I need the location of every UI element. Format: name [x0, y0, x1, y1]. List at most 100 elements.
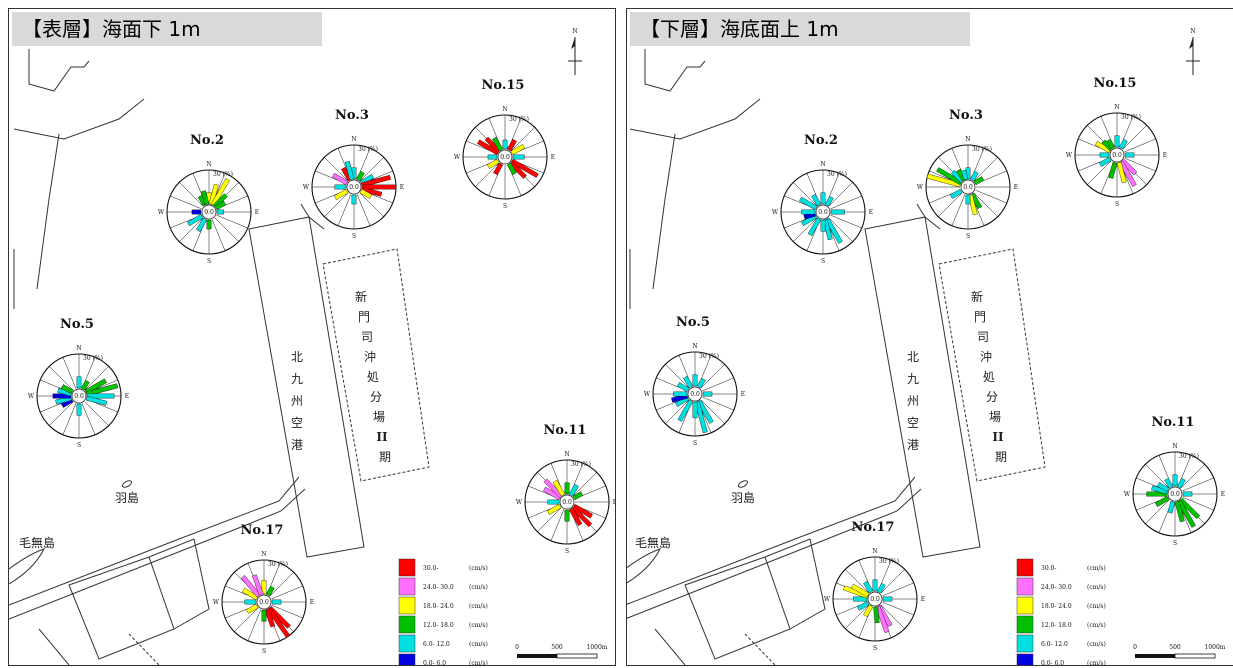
rose-petal: [1167, 500, 1176, 514]
current-rose-no17: No.17 0.0 N S E W 30 (%): [213, 523, 314, 655]
airport-north-tip: [916, 203, 941, 230]
north-arrow-icon: N: [1186, 28, 1200, 75]
habu-island-shape: [737, 480, 749, 488]
rose-label-s: S: [503, 203, 507, 210]
disposal-site-outline: [322, 248, 430, 482]
rose-petal: [543, 478, 564, 499]
rose-petal: [542, 486, 562, 501]
rose-spoke: [880, 604, 905, 629]
rose-label-w: W: [28, 393, 35, 400]
rose-label-w: W: [303, 184, 310, 191]
rose-spoke: [1182, 496, 1214, 511]
rose-spoke: [179, 182, 204, 207]
rose-spoke: [84, 401, 109, 426]
rose-petal: [1120, 158, 1138, 176]
legend-range: 24.0- 30.0: [1041, 584, 1072, 591]
rose-label-w: W: [644, 391, 651, 398]
disposal-label-char: 場: [989, 410, 1001, 424]
station-label: No.5: [60, 317, 94, 332]
rose-petal: [360, 174, 392, 188]
rose-label-n: N: [965, 136, 970, 143]
disposal-label-char: 沖: [364, 350, 376, 364]
rose-petal: [696, 377, 706, 389]
rose-petal: [973, 176, 985, 186]
rose-petal: [361, 184, 397, 190]
rose-petal: [261, 580, 267, 595]
legend-swatch: [398, 653, 416, 665]
station-label: No.11: [544, 423, 587, 438]
rose-petal: [265, 585, 275, 597]
rose-petal: [506, 162, 517, 176]
rose-spoke: [49, 401, 74, 426]
coastline-west-shore: [36, 133, 60, 290]
scale-bar-black: [517, 654, 557, 658]
rose-spoke: [702, 377, 734, 392]
rose-label-s: S: [565, 548, 569, 555]
station-label: No.15: [482, 78, 525, 93]
airport-label-char: 港: [907, 438, 919, 452]
rose-center: [559, 494, 575, 510]
rose-scale-label: 30 (%): [972, 146, 992, 153]
rose-spoke: [269, 572, 294, 597]
rose-petal: [1106, 138, 1116, 150]
rose-petal: [512, 154, 525, 160]
access-road-south: [627, 488, 922, 619]
rose-petal: [863, 580, 874, 594]
rose-scale-label: 30 (%): [213, 171, 233, 178]
rose-petal: [572, 503, 593, 519]
rose-petal: [572, 491, 584, 501]
rose-label-w: W: [824, 596, 831, 603]
north-arrow-letter: N: [1190, 28, 1195, 35]
airport-north-tip: [300, 203, 325, 230]
rose-petal: [547, 499, 560, 505]
rose-petal: [208, 183, 219, 206]
rose-spoke: [247, 609, 262, 641]
airport-island: [864, 216, 981, 558]
legend-swatch: [1016, 653, 1034, 665]
rose-scale-label: 30 (%): [879, 558, 899, 565]
disposal-label-char: 新: [971, 289, 983, 304]
rose-center-value: 0.0: [562, 499, 572, 506]
rose-label-e: E: [1221, 491, 1225, 498]
rose-label-n: N: [76, 345, 81, 352]
disposal-label-char: 分: [370, 390, 382, 404]
legend-unit: (cm/s): [469, 622, 488, 629]
rose-spoke: [830, 195, 862, 210]
boundary-dashed: [128, 633, 160, 665]
rose-petal: [60, 384, 74, 395]
rose-scale-label: 30 (%): [699, 353, 719, 360]
rose-petal: [856, 600, 870, 611]
habu-island-label: 羽島: [115, 490, 139, 505]
legend-swatch: [398, 596, 416, 615]
station-label: No.5: [676, 315, 710, 330]
rose-petal: [493, 162, 504, 176]
rose-spoke: [572, 472, 597, 497]
legend-unit: (cm/s): [1087, 622, 1106, 629]
rose-petal: [673, 391, 688, 397]
rose-spoke: [216, 214, 248, 229]
rose-center: [1109, 147, 1125, 163]
rose-center-value: 0.0: [204, 209, 214, 216]
rose-spoke: [700, 364, 725, 389]
rose-spoke: [828, 182, 853, 207]
rose-center-value: 0.0: [74, 393, 84, 400]
speed-legend: 30.0- (cm/s) 24.0- 30.0 (cm/s) 18.0- 24.0 (cm…: [1016, 558, 1106, 665]
rose-label-n: N: [1114, 104, 1119, 111]
rose-spoke: [845, 569, 870, 594]
rose-petal: [961, 169, 969, 181]
rose-label-e: E: [1014, 184, 1018, 191]
rose-label-n: N: [692, 343, 697, 350]
rose-spoke: [62, 357, 77, 389]
scale-bar: 0 500 1000m: [1133, 644, 1226, 659]
current-rose-no17: No.17 0.0 N S E W 30 (%): [824, 520, 925, 652]
rose-petal: [546, 503, 562, 515]
rose-petal: [1154, 495, 1170, 507]
legend-range: 0.0- 6.0: [423, 660, 446, 665]
rose-petal: [798, 196, 818, 211]
rose-label-n: N: [1172, 443, 1177, 450]
current-rose-no11: No.11 0.0 N S E W 30 (%): [1124, 415, 1225, 547]
rose-spoke: [845, 604, 870, 629]
